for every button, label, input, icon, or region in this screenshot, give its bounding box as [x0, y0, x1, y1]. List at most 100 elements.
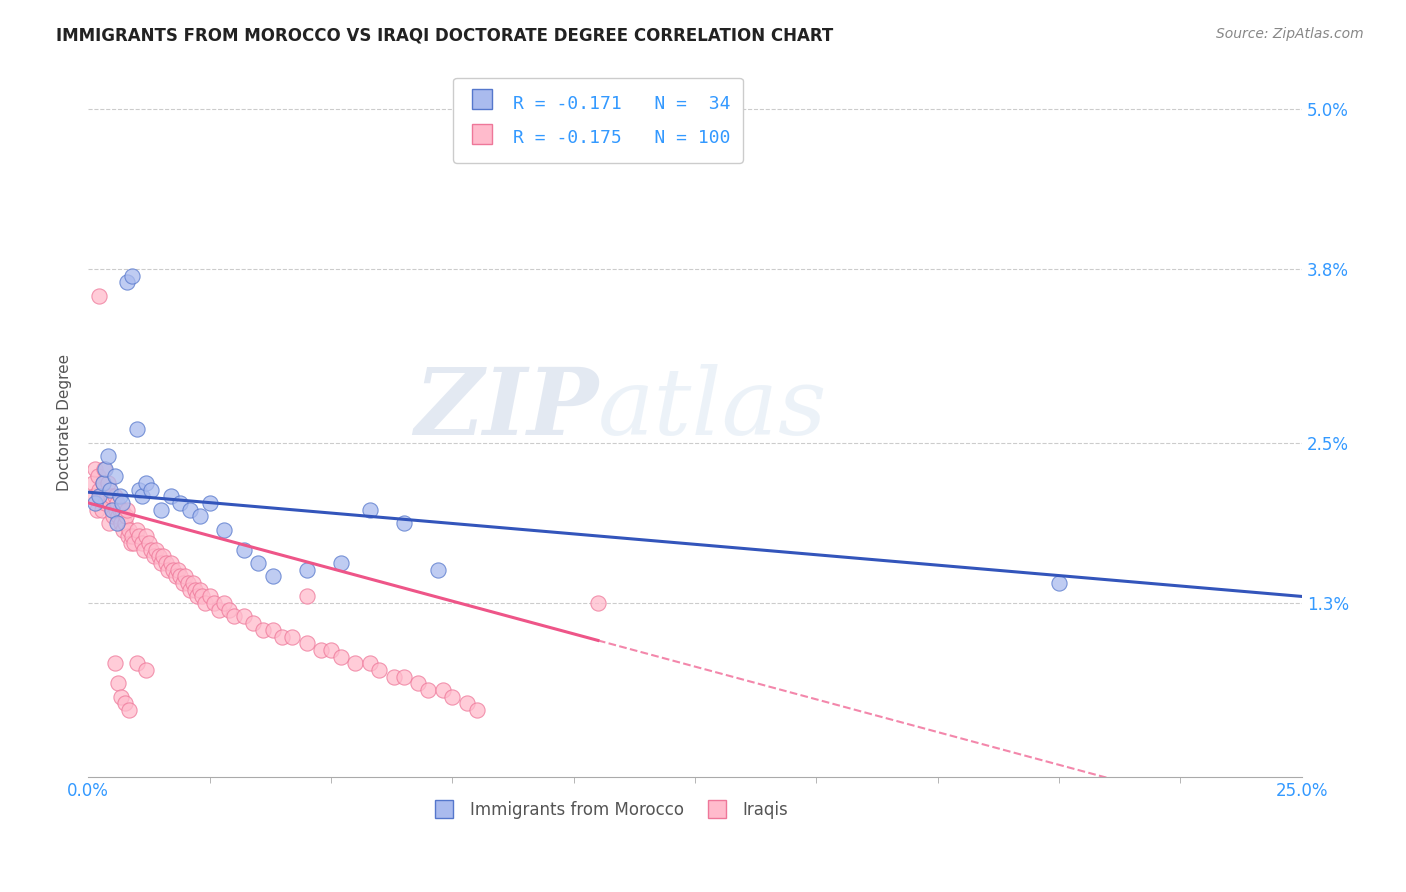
- Point: [232, 609, 254, 624]
- Point: [155, 556, 177, 570]
- Point: [121, 268, 143, 283]
- Point: [87, 469, 110, 483]
- Point: [232, 542, 254, 557]
- Point: [441, 690, 464, 704]
- Point: [112, 523, 135, 537]
- Point: [84, 496, 107, 510]
- Point: [456, 697, 478, 711]
- Point: [406, 676, 429, 690]
- Text: Source: ZipAtlas.com: Source: ZipAtlas.com: [1216, 27, 1364, 41]
- Point: [252, 623, 274, 637]
- Point: [222, 609, 245, 624]
- Point: [159, 556, 181, 570]
- Point: [104, 489, 127, 503]
- Point: [115, 509, 138, 524]
- Point: [94, 462, 117, 476]
- Point: [159, 489, 181, 503]
- Point: [465, 703, 488, 717]
- Point: [82, 475, 104, 490]
- Point: [359, 657, 381, 671]
- Point: [191, 590, 214, 604]
- Point: [120, 536, 142, 550]
- Point: [125, 422, 148, 436]
- Point: [121, 529, 143, 543]
- Point: [87, 289, 110, 303]
- Point: [108, 502, 131, 516]
- Point: [157, 563, 180, 577]
- Point: [262, 569, 284, 583]
- Point: [98, 483, 121, 497]
- Point: [108, 489, 131, 503]
- Point: [97, 449, 120, 463]
- Point: [138, 536, 160, 550]
- Point: [118, 703, 141, 717]
- Point: [122, 536, 145, 550]
- Point: [132, 542, 155, 557]
- Point: [181, 576, 204, 591]
- Point: [432, 683, 454, 698]
- Point: [188, 509, 211, 524]
- Point: [179, 502, 201, 516]
- Point: [319, 643, 342, 657]
- Point: [188, 582, 211, 597]
- Point: [114, 697, 136, 711]
- Point: [94, 496, 117, 510]
- Point: [101, 502, 124, 516]
- Point: [101, 502, 124, 516]
- Legend: Immigrants from Morocco, Iraqis: Immigrants from Morocco, Iraqis: [425, 794, 794, 825]
- Point: [145, 542, 167, 557]
- Point: [198, 496, 221, 510]
- Point: [141, 483, 163, 497]
- Point: [169, 496, 191, 510]
- Point: [97, 516, 120, 530]
- Point: [392, 516, 415, 530]
- Point: [93, 462, 115, 476]
- Text: atlas: atlas: [598, 364, 827, 453]
- Point: [176, 576, 198, 591]
- Point: [212, 523, 235, 537]
- Point: [105, 502, 128, 516]
- Point: [114, 516, 136, 530]
- Point: [271, 630, 294, 644]
- Point: [344, 657, 367, 671]
- Point: [149, 502, 172, 516]
- Point: [392, 670, 415, 684]
- Point: [329, 649, 352, 664]
- Text: ZIP: ZIP: [413, 364, 598, 453]
- Point: [115, 276, 138, 290]
- Point: [212, 596, 235, 610]
- Point: [83, 489, 105, 503]
- Point: [91, 475, 114, 490]
- Point: [329, 556, 352, 570]
- Point: [135, 529, 157, 543]
- Point: [295, 590, 318, 604]
- Point: [110, 516, 132, 530]
- Point: [262, 623, 284, 637]
- Point: [87, 489, 110, 503]
- Point: [202, 596, 225, 610]
- Point: [295, 563, 318, 577]
- Point: [172, 576, 194, 591]
- Point: [165, 569, 187, 583]
- Point: [98, 496, 121, 510]
- Point: [111, 502, 134, 516]
- Point: [359, 502, 381, 516]
- Point: [105, 516, 128, 530]
- Point: [125, 523, 148, 537]
- Point: [96, 489, 118, 503]
- Point: [586, 596, 609, 610]
- Point: [91, 475, 114, 490]
- Point: [89, 489, 111, 503]
- Point: [131, 489, 153, 503]
- Point: [416, 683, 439, 698]
- Point: [87, 483, 110, 497]
- Point: [208, 603, 231, 617]
- Point: [194, 596, 217, 610]
- Point: [128, 483, 150, 497]
- Point: [382, 670, 405, 684]
- Point: [1047, 576, 1070, 591]
- Point: [105, 496, 128, 510]
- Point: [125, 657, 148, 671]
- Point: [107, 676, 129, 690]
- Point: [90, 502, 112, 516]
